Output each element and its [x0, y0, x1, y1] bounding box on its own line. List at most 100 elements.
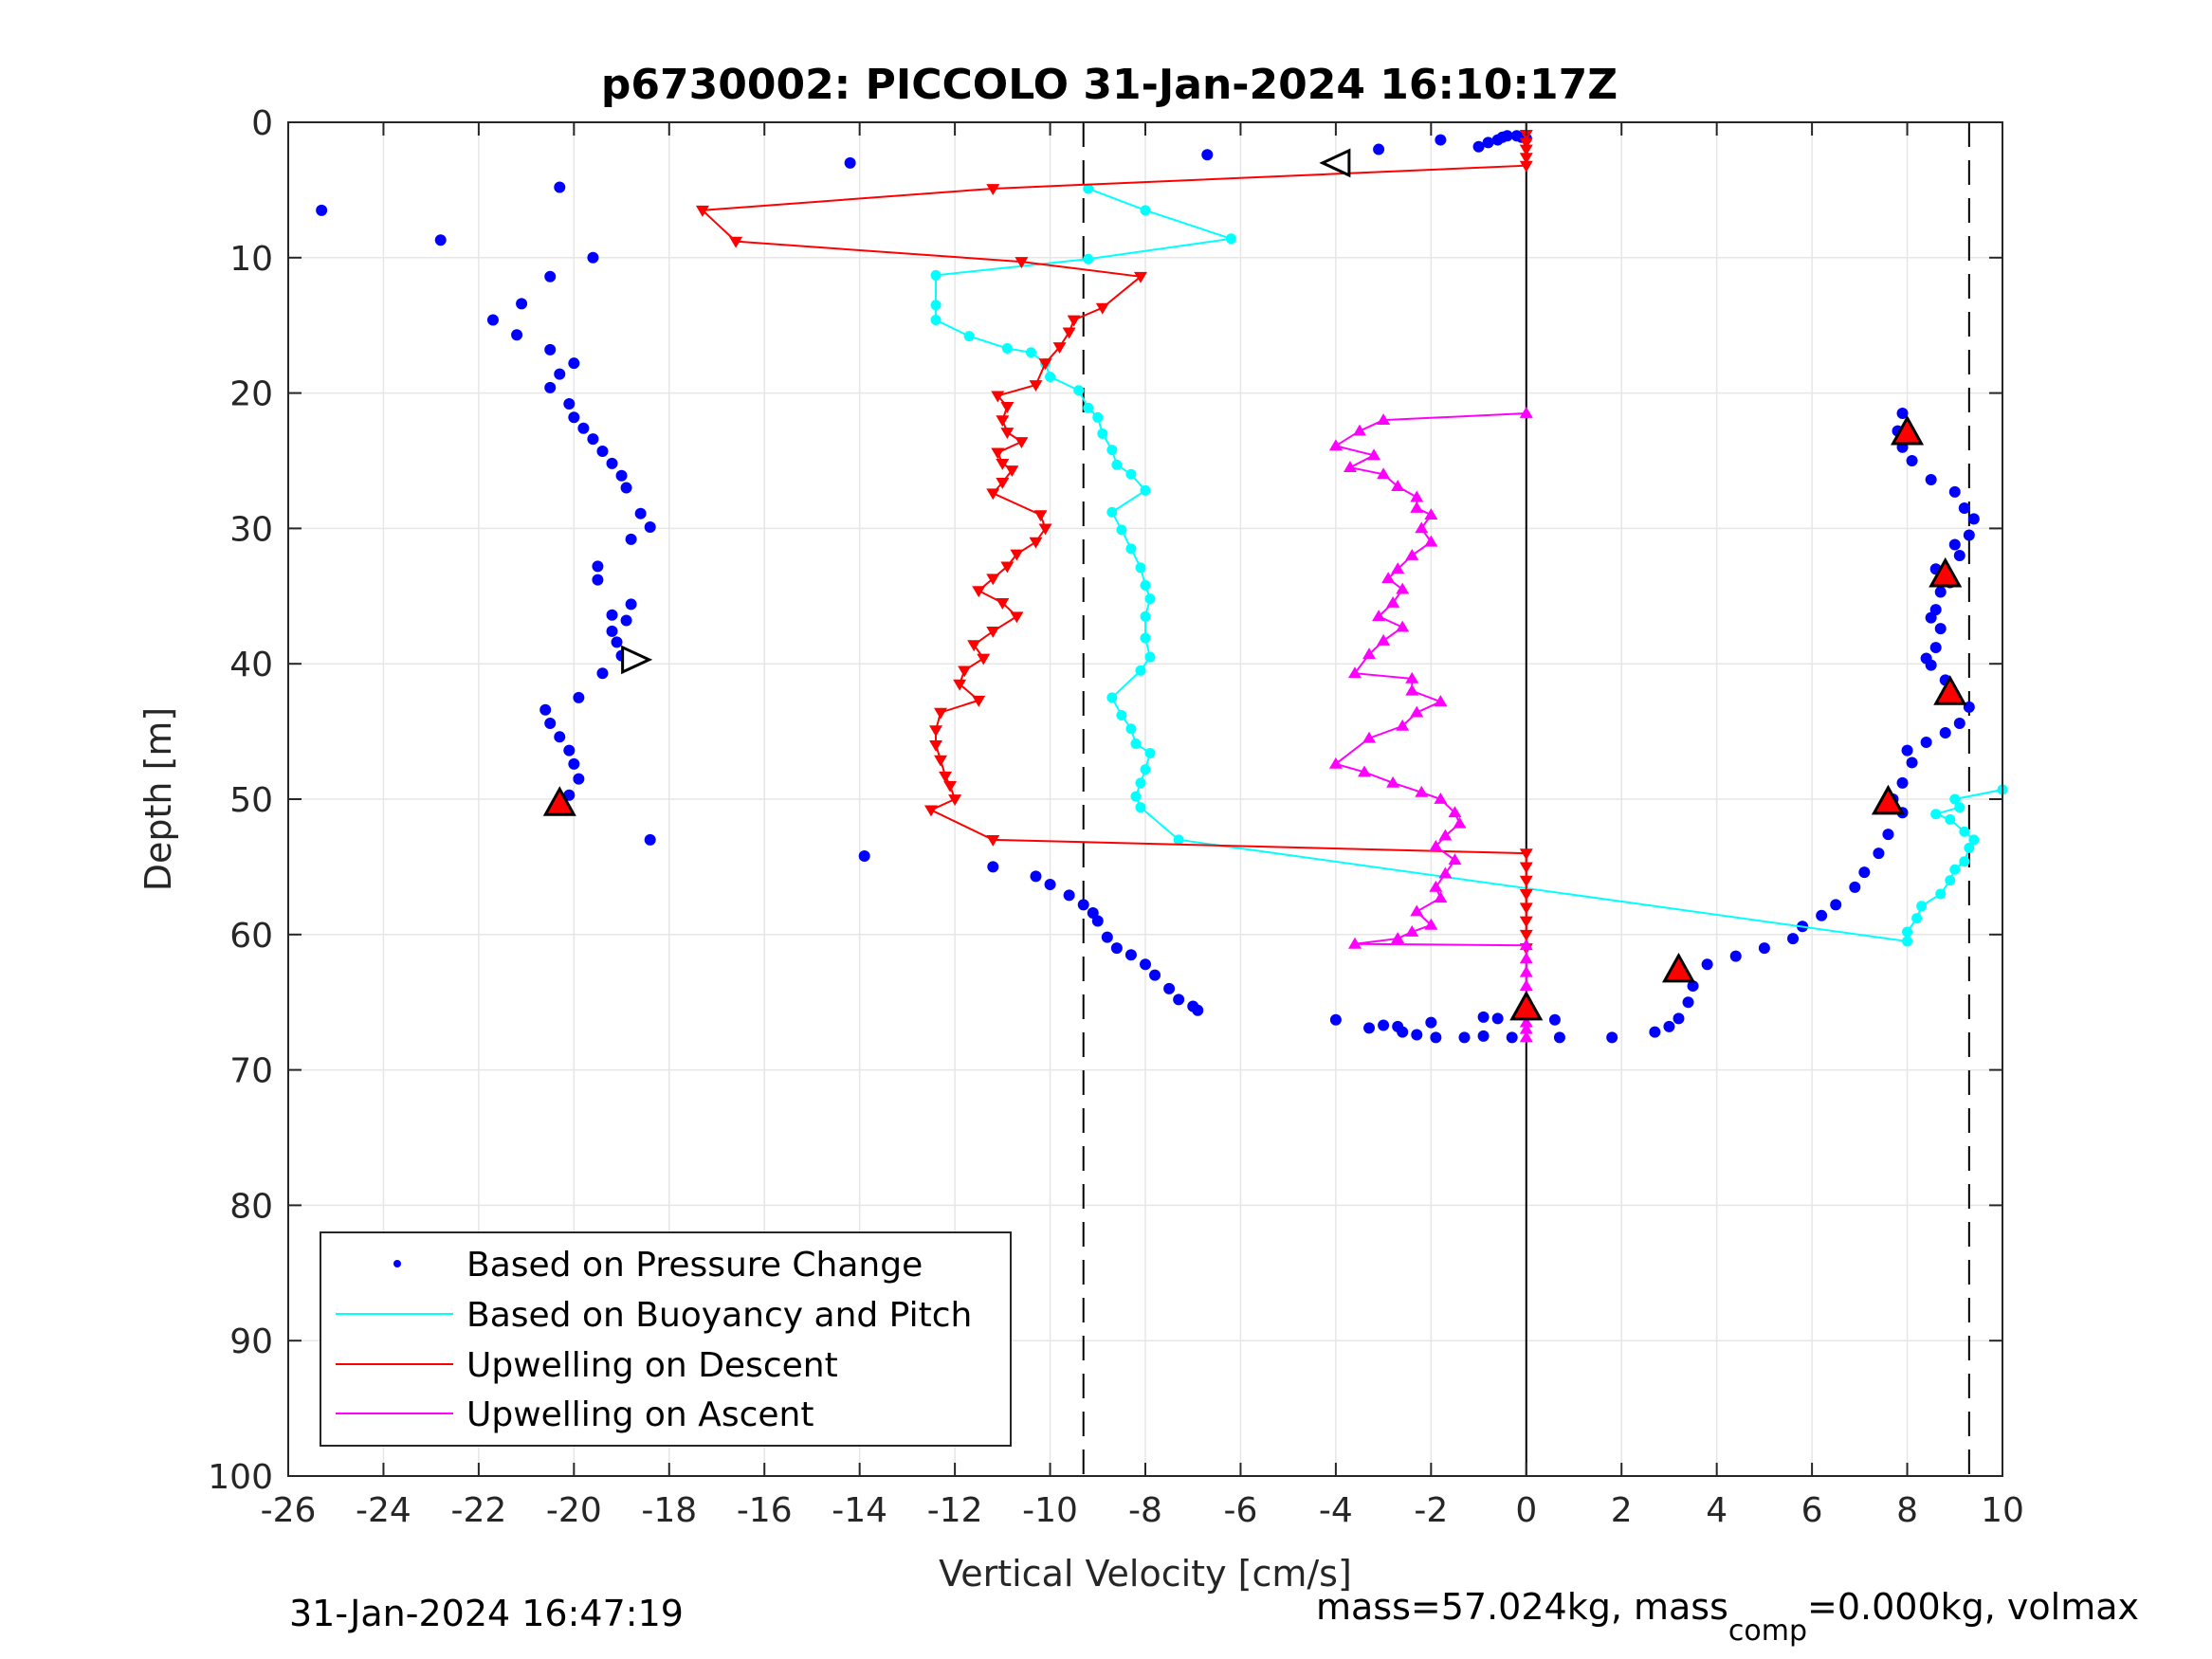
data-point — [1438, 829, 1453, 841]
data-point — [1038, 523, 1052, 536]
chart-title: p6730002: PICCOLO 31-Jan-2024 16:10:17Z — [601, 61, 1618, 109]
data-point — [986, 627, 1000, 638]
x-tick-label: -20 — [546, 1491, 602, 1530]
x-tick-labels: -26 -24 -22 -20 -18 -16 -14 -12 -10 -8 -6 -4 -2 0 2 4 6 8… — [261, 122, 2024, 1530]
data-point — [1144, 651, 1156, 663]
data-point — [972, 695, 986, 707]
data-point — [1044, 878, 1056, 890]
data-point — [1010, 611, 1024, 624]
data-point — [1849, 881, 1861, 893]
y-tick-label: 100 — [208, 1458, 273, 1497]
data-point — [1106, 445, 1118, 456]
data-point — [1729, 950, 1742, 962]
data-point — [1410, 490, 1424, 502]
x-tick-label: 2 — [1611, 1491, 1633, 1530]
footer-mass-info: mass=57.024kg, masscomp=0.000kg, volmax — [1316, 1586, 2139, 1648]
data-point — [1015, 257, 1029, 269]
data-point — [1025, 347, 1036, 358]
marker-triangle-up — [1661, 952, 1696, 983]
data-point — [1920, 737, 1932, 749]
x-tick-label: 4 — [1706, 1491, 1728, 1530]
y-tick-label: 20 — [229, 375, 273, 414]
data-point — [924, 805, 938, 817]
data-point — [844, 156, 856, 169]
data-point — [1377, 467, 1391, 480]
data-point — [1519, 1015, 1533, 1028]
data-point — [1519, 153, 1533, 165]
data-point — [1902, 926, 1913, 938]
x-tick-label: -14 — [832, 1491, 887, 1530]
data-point — [1458, 1031, 1471, 1044]
data-point — [695, 205, 709, 217]
data-point — [511, 329, 523, 341]
data-point — [1682, 996, 1694, 1009]
data-point — [1000, 401, 1015, 413]
data-point — [1606, 1031, 1618, 1044]
data-point — [1362, 647, 1377, 660]
data-point — [1410, 501, 1424, 513]
data-point — [1144, 747, 1156, 758]
data-point — [1111, 459, 1123, 470]
data-point — [1448, 853, 1462, 866]
data-point — [1519, 875, 1533, 887]
x-tick-label: -4 — [1319, 1491, 1353, 1530]
x-tick-label: -24 — [356, 1491, 411, 1530]
data-point — [1687, 980, 1699, 993]
data-point — [1135, 777, 1146, 789]
data-point — [1945, 875, 1956, 886]
data-point — [729, 236, 743, 248]
marker-triangle-right — [621, 645, 653, 675]
data-point — [1553, 1031, 1565, 1044]
data-point — [1045, 371, 1056, 382]
data-point — [1391, 932, 1405, 943]
data-point — [1052, 342, 1067, 355]
legend: Based on Pressure Change Based on Buoyan… — [320, 1231, 1012, 1447]
data-point — [1405, 548, 1419, 560]
data-point — [434, 234, 447, 246]
legend-swatch-pressure — [393, 1260, 401, 1267]
data-point — [1038, 358, 1052, 371]
data-point — [986, 184, 1000, 195]
data-point — [554, 181, 566, 193]
data-point — [1482, 137, 1494, 149]
data-point — [544, 381, 557, 393]
data-point — [1347, 666, 1362, 679]
data-point — [1519, 407, 1533, 418]
data-point — [1519, 952, 1533, 964]
series-2 — [695, 129, 1533, 956]
data-point — [1519, 889, 1533, 901]
data-point — [1519, 979, 1533, 991]
data-point — [1519, 1030, 1533, 1043]
data-point — [1701, 958, 1713, 971]
data-point — [972, 586, 986, 598]
data-point — [644, 520, 656, 533]
data-point — [587, 251, 599, 264]
data-point — [953, 679, 967, 691]
data-point — [1015, 437, 1029, 449]
data-point — [1106, 692, 1118, 703]
data-point — [539, 703, 552, 716]
footer-mass-rest: =0.000kg, volmax — [1807, 1586, 2139, 1628]
data-point — [1377, 413, 1391, 426]
data-point — [1133, 271, 1147, 283]
data-point — [573, 773, 585, 785]
series-line — [700, 134, 1527, 949]
data-point — [625, 598, 637, 611]
data-point — [996, 415, 1010, 428]
data-point — [1858, 866, 1871, 879]
data-point — [1968, 834, 1980, 846]
data-point — [592, 560, 604, 573]
data-point — [563, 789, 576, 801]
data-point — [1519, 137, 1533, 150]
data-point — [1506, 1031, 1518, 1044]
data-point — [1425, 1016, 1437, 1029]
data-point — [1415, 521, 1429, 534]
data-point — [1958, 501, 1970, 514]
data-point — [1358, 765, 1372, 777]
data-point — [1405, 671, 1419, 684]
data-point — [977, 653, 991, 665]
y-tick-label: 80 — [229, 1187, 273, 1226]
data-point — [568, 411, 580, 424]
data-point — [1381, 572, 1396, 584]
